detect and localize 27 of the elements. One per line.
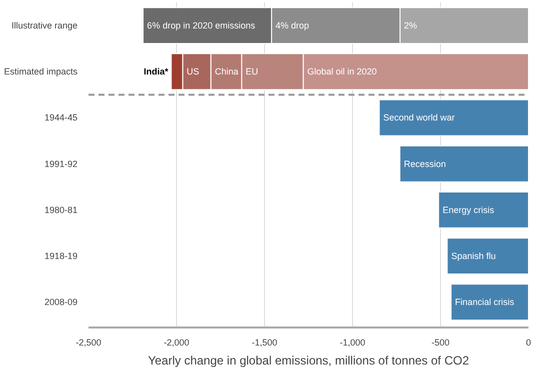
y-tick-label: 2008-09 <box>44 297 78 308</box>
series-label: Second world war <box>383 112 455 123</box>
x-tick-label: -1,500 <box>252 338 278 348</box>
series-label: US <box>186 66 200 77</box>
y-tick-label: Estimated impacts <box>4 66 78 77</box>
series-label: EU <box>246 66 258 77</box>
x-tick-label: -2,000 <box>164 338 190 348</box>
series-label: Energy crisis <box>442 204 495 215</box>
series-label: 4% drop <box>276 20 310 31</box>
series-label: Recession <box>404 158 446 169</box>
series-label: Financial crisis <box>455 297 515 308</box>
y-tick-label: 1980-81 <box>44 204 78 215</box>
y-tick-label: 1991-92 <box>44 158 78 169</box>
series-label: Global oil in 2020 <box>307 66 377 77</box>
x-tick-label: -500 <box>431 338 450 348</box>
series-label: India* <box>144 66 169 77</box>
x-tick-label: 0 <box>526 338 532 348</box>
y-tick-label: 1944-45 <box>44 112 78 123</box>
x-tick-label: -2,500 <box>76 338 102 348</box>
y-tick-label: 1918-19 <box>44 251 78 262</box>
series-label: Spanish flu <box>451 251 496 262</box>
x-tick-label: -1,000 <box>340 338 366 348</box>
series-label: 6% drop in 2020 emissions <box>147 20 256 31</box>
x-axis-title: Yearly change in global emissions, millions of tonnes of CO2 <box>148 354 470 368</box>
y-tick-label: Illustrative range <box>11 20 78 31</box>
series-label: 2% <box>404 20 418 31</box>
series-label: China <box>214 66 238 77</box>
